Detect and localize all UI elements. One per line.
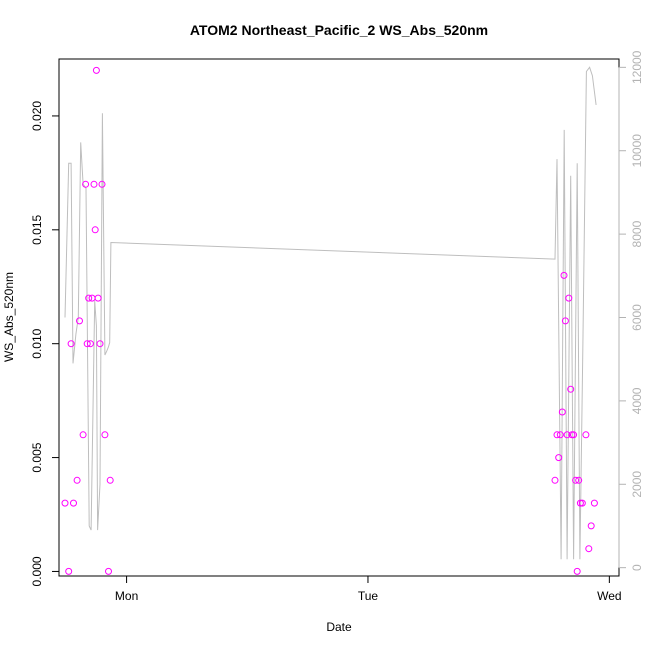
data-point	[560, 271, 568, 279]
y2-tick-label: 2000	[630, 471, 644, 498]
data-point	[590, 499, 598, 507]
data-point	[92, 66, 100, 74]
data-point	[79, 431, 87, 439]
y-tick-label: 0.020	[30, 101, 44, 131]
scatter-series	[61, 66, 598, 575]
data-point	[555, 454, 563, 462]
data-point	[585, 545, 593, 553]
y2-tick-label: 6000	[630, 304, 644, 331]
data-point	[582, 431, 590, 439]
data-point	[553, 431, 561, 439]
data-point	[558, 408, 566, 416]
data-point	[73, 476, 81, 484]
data-point	[94, 294, 102, 302]
y2-tick-label: 8000	[630, 220, 644, 247]
y2-tick-label: 12000	[630, 50, 644, 84]
data-point	[67, 340, 75, 348]
data-point	[573, 567, 581, 575]
plot-frame	[58, 58, 620, 577]
data-point	[91, 226, 99, 234]
data-point	[587, 522, 595, 530]
y-axis-label: WS_Abs_520nm	[2, 272, 16, 362]
y-tick-label: 0.010	[30, 328, 44, 358]
data-point	[565, 294, 573, 302]
y-axis: 0.000 0.005 0.010 0.015 0.020	[30, 101, 60, 586]
data-point	[86, 340, 94, 348]
data-point	[61, 499, 69, 507]
secondary-line-series	[64, 66, 597, 560]
y-tick-label: 0.015	[30, 214, 44, 244]
data-point	[65, 567, 73, 575]
x-tick-label: Mon	[115, 589, 138, 603]
data-point	[576, 499, 584, 507]
x-axis: Mon Tue Wed	[115, 575, 622, 603]
x-tick-label: Tue	[358, 589, 379, 603]
chart-title: ATOM2 Northeast_Pacific_2 WS_Abs_520nm	[190, 22, 488, 38]
data-point	[561, 317, 569, 325]
data-point	[106, 476, 114, 484]
data-point	[572, 476, 580, 484]
y-tick-label: 0.005	[30, 442, 44, 472]
data-point	[96, 340, 104, 348]
data-point	[578, 499, 586, 507]
data-point	[556, 431, 564, 439]
line-path	[64, 66, 597, 560]
data-point	[82, 180, 90, 188]
data-point	[101, 431, 109, 439]
y2-axis: 0 2000 4000 6000 8000 10000 12000	[618, 50, 644, 571]
data-point	[83, 340, 91, 348]
data-point	[567, 385, 575, 393]
y2-tick-label: 10000	[630, 134, 644, 168]
data-point	[76, 317, 83, 325]
data-point	[90, 180, 98, 188]
x-tick-label: Wed	[597, 589, 621, 603]
data-point	[551, 476, 559, 484]
data-point	[70, 499, 77, 507]
y2-tick-label: 0	[630, 564, 644, 571]
data-point	[105, 567, 112, 575]
data-point	[570, 431, 578, 439]
y-tick-label: 0.000	[30, 556, 44, 586]
y2-tick-label: 4000	[630, 387, 644, 414]
data-point	[98, 180, 106, 188]
data-point	[85, 294, 93, 302]
data-point	[575, 476, 583, 484]
x-axis-label: Date	[326, 620, 352, 634]
